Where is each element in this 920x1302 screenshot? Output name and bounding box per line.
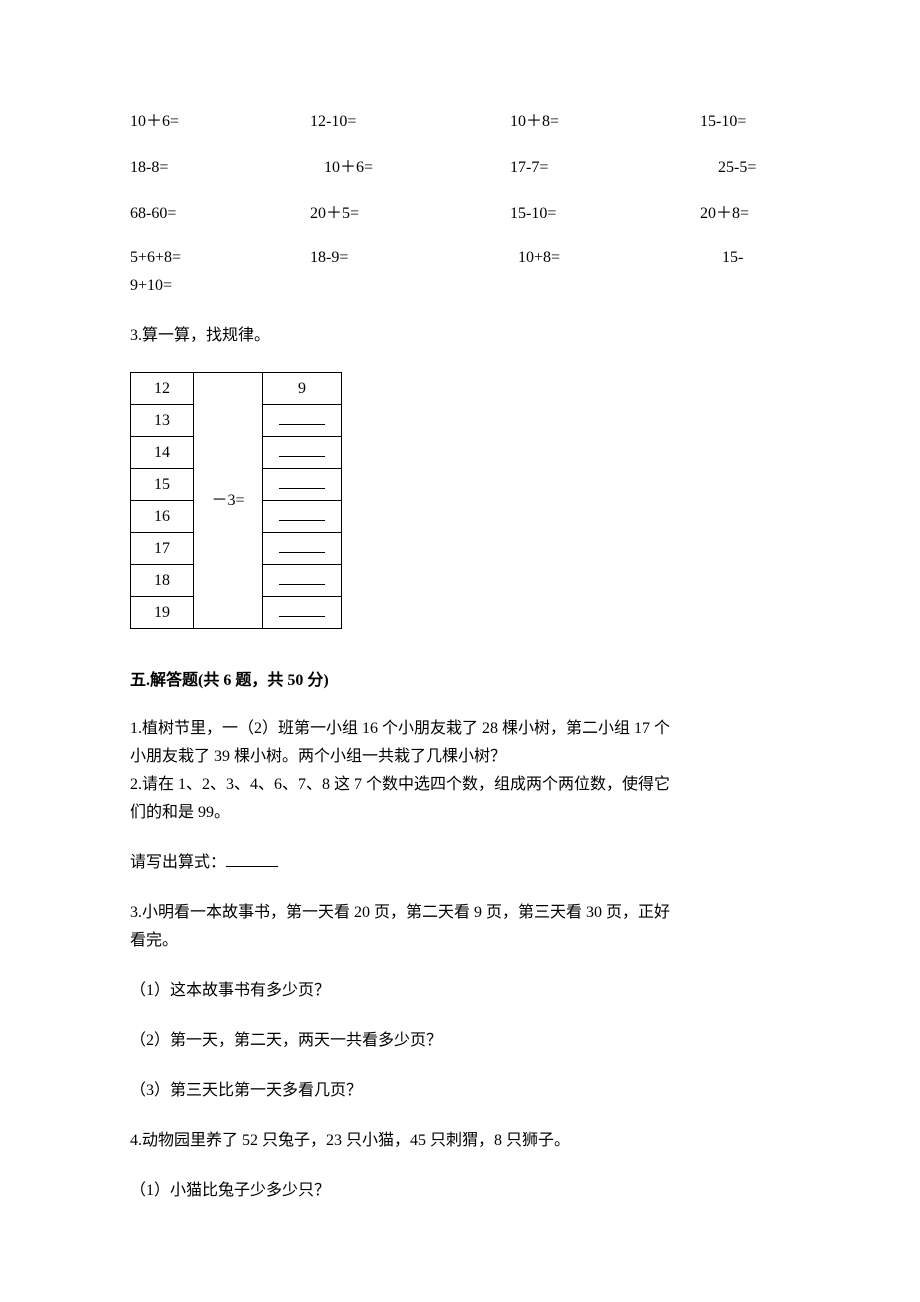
blank-slot <box>279 506 325 521</box>
pattern-mid-cell: －3= <box>194 373 263 629</box>
pattern-left-cell: 13 <box>131 405 194 437</box>
arith-cell: 15-10= <box>510 202 700 226</box>
pattern-left-cell: 17 <box>131 533 194 565</box>
arith-cell: 10＋6= <box>310 156 510 180</box>
q2-prompt-line: 请写出算式： <box>130 851 790 875</box>
blank-slot <box>279 474 325 489</box>
arithmetic-last-row: 5+6+8= 18-9= 10+8= 15- <box>130 246 790 270</box>
arith-cell: 10＋8= <box>510 110 700 134</box>
arith-cell: 15-10= <box>700 110 810 134</box>
blank-slot <box>279 570 325 585</box>
pattern-right-cell <box>263 469 342 501</box>
arith-cell: 5+6+8= <box>130 246 310 270</box>
pattern-left-cell: 15 <box>131 469 194 501</box>
arith-cell: 17-7= <box>510 156 700 180</box>
pattern-left-cell: 19 <box>131 597 194 629</box>
arith-cell: 18-9= <box>310 246 510 270</box>
arith-cell: 68-60= <box>130 202 310 226</box>
pattern-right-cell <box>263 533 342 565</box>
arith-cell: 20＋8= <box>700 202 810 226</box>
blank-slot <box>279 602 325 617</box>
arith-cell: 18-8= <box>130 156 310 180</box>
q3-heading: 3.算一算，找规律。 <box>130 324 790 348</box>
q2-line1: 2.请在 1、2、3、4、6、7、8 这 7 个数中选四个数，组成两个两位数，使… <box>130 773 790 797</box>
q3-line1: 3.小明看一本故事书，第一天看 20 页，第二天看 9 页，第三天看 30 页，… <box>130 901 790 925</box>
q3-sub1: （1）这本故事书有多少页？ <box>130 979 790 1003</box>
q1-line2: 小朋友栽了 39 棵小树。两个小组一共栽了几棵小树？ <box>130 745 790 769</box>
section5-title: 五.解答题(共 6 题，共 50 分) <box>130 669 790 693</box>
pattern-right-cell <box>263 565 342 597</box>
arith-cell: 25-5= <box>700 156 810 180</box>
pattern-right-cell <box>263 405 342 437</box>
blank-slot <box>279 538 325 553</box>
arith-cell: 15- <box>700 246 810 270</box>
q3-line2: 看完。 <box>130 929 790 953</box>
q1-line1: 1.植树节里，一（2）班第一小组 16 个小朋友栽了 28 棵小树，第二小组 1… <box>130 717 790 741</box>
arith-cell: 10＋6= <box>130 110 310 134</box>
pattern-right-cell <box>263 501 342 533</box>
q2-prompt: 请写出算式： <box>130 854 226 871</box>
pattern-left-cell: 18 <box>131 565 194 597</box>
pattern-table: 12 －3= 9 13 14 15 16 17 18 19 <box>130 372 342 629</box>
arith-extra-line: 9+10= <box>130 274 790 298</box>
q4-sub1: （1）小猫比兔子少多少只？ <box>130 1179 790 1203</box>
q3-sub3: （3）第三天比第一天多看几页？ <box>130 1079 790 1103</box>
pattern-left-cell: 16 <box>131 501 194 533</box>
pattern-right-cell <box>263 597 342 629</box>
pattern-left-cell: 14 <box>131 437 194 469</box>
pattern-right-cell: 9 <box>263 373 342 405</box>
arith-cell: 20＋5= <box>310 202 510 226</box>
blank-inline <box>226 852 278 867</box>
q4-line1: 4.动物园里养了 52 只兔子，23 只小猫，45 只刺猬，8 只狮子。 <box>130 1129 790 1153</box>
arith-cell: 12-10= <box>310 110 510 134</box>
pattern-right-cell <box>263 437 342 469</box>
q3-sub2: （2）第一天，第二天，两天一共看多少页？ <box>130 1029 790 1053</box>
q2-line2: 们的和是 99。 <box>130 801 790 825</box>
blank-slot <box>279 410 325 425</box>
pattern-left-cell: 12 <box>131 373 194 405</box>
page: 10＋6= 12-10= 10＋8= 15-10= 18-8= 10＋6= 17… <box>0 0 920 1302</box>
blank-slot <box>279 442 325 457</box>
arith-cell: 10+8= <box>510 246 700 270</box>
arithmetic-grid: 10＋6= 12-10= 10＋8= 15-10= 18-8= 10＋6= 17… <box>130 110 790 226</box>
